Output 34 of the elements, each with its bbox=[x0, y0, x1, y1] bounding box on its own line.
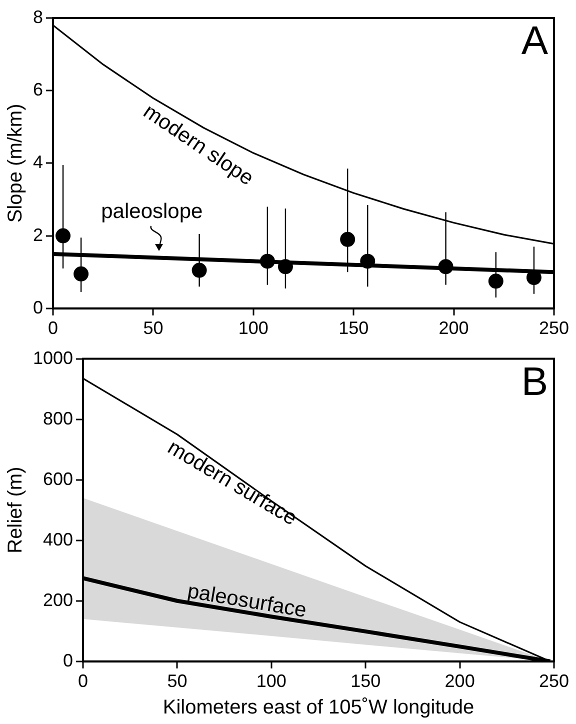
y-tick-label: 2 bbox=[32, 224, 44, 245]
annotation: B bbox=[521, 360, 548, 404]
y-tick-label: 800 bbox=[42, 408, 74, 428]
y-tick-label: 200 bbox=[42, 590, 74, 610]
y-tick-label: 4 bbox=[32, 152, 44, 172]
x-tick-label: 200 bbox=[438, 318, 469, 338]
text: paleosurface bbox=[186, 580, 308, 622]
y-tick-label: 400 bbox=[42, 529, 74, 550]
x-tick-label: 50 bbox=[167, 671, 188, 692]
annotation: A bbox=[521, 19, 548, 64]
x-tick-label: 250 bbox=[538, 318, 570, 338]
y-tick-label: 0 bbox=[32, 297, 44, 318]
y-tick-label: 6 bbox=[32, 80, 44, 100]
point bbox=[74, 266, 89, 282]
y-tick-label: 1000 bbox=[32, 348, 74, 368]
y-tick-label: 0 bbox=[63, 650, 74, 670]
point bbox=[488, 274, 504, 289]
y-tick-label: 8 bbox=[32, 6, 44, 27]
x-tick-label: 150 bbox=[350, 671, 381, 692]
point bbox=[340, 232, 356, 247]
x-tick-label: 50 bbox=[143, 318, 164, 338]
x-tick-label: 100 bbox=[238, 318, 268, 338]
point bbox=[192, 262, 207, 278]
x-tick-label: 150 bbox=[338, 318, 369, 338]
x-tick-label: 250 bbox=[538, 671, 570, 692]
y-axis-title: Relief (m) bbox=[4, 466, 27, 554]
y-tick-label: 600 bbox=[42, 468, 74, 489]
x-tick-label: 100 bbox=[256, 671, 286, 692]
x-axis-title: Kilometers east of 105˚W longitude bbox=[162, 696, 474, 719]
y-axis-title: Slope (m/km) bbox=[4, 104, 27, 223]
x-tick-label: 200 bbox=[444, 671, 475, 692]
point bbox=[56, 228, 71, 244]
series-label: paleoslope bbox=[101, 200, 203, 224]
x-tick-label: 0 bbox=[78, 671, 88, 692]
